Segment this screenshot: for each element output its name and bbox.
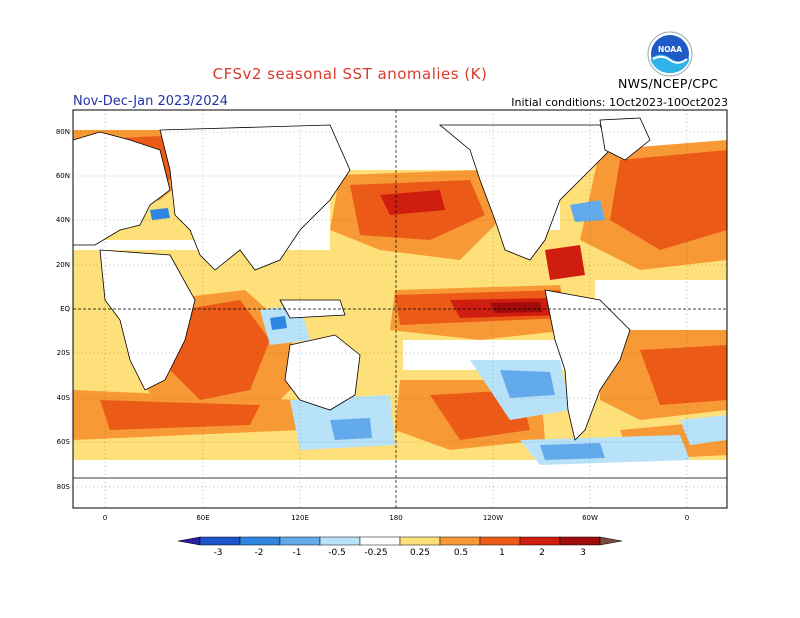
initial-conditions-label: Initial conditions: 1Oct2023-10Oct2023 [511,96,728,109]
colorbar-segment [239,536,281,546]
season-label: Nov-Dec-Jan 2023/2024 [73,94,229,109]
continents [73,117,727,508]
lon-label-120w: 120W [482,514,504,522]
colorbar-label-m1: -1 [292,548,302,558]
lat-label-40n: 40N [55,216,70,224]
colorbar-label-m05: -0.5 [328,548,346,558]
lon-label-0: 0 [102,514,108,522]
colorbar-label-3: 3 [580,548,586,558]
anomaly-layer-maroon [490,302,542,313]
colorbar-segment [559,536,601,546]
colorbar-segment [439,536,481,546]
colorbar-segment [479,536,521,546]
colorbar-label-05: 0.5 [453,548,469,558]
africa-land [99,249,196,391]
lat-label-eq: EQ [60,305,70,313]
lat-label-20n: 20N [55,261,70,269]
map-frame [72,109,728,509]
lon-label-0-east: 0 [684,514,690,522]
colorbar-label-m2: -2 [254,548,264,558]
colorbar-label-m025: -0.25 [364,548,388,558]
south-america-land [544,289,631,441]
colorbar-segment [519,536,561,546]
lat-label-80s: 80S [56,483,70,491]
colorbar-segment [199,536,241,546]
anomaly-layer-darkblue [150,208,287,330]
chart-title: CFSv2 seasonal SST anomalies (K) [212,65,488,83]
lat-label-60n: 60N [55,172,70,180]
anomaly-layer-blue [330,200,605,460]
colorbar-arrow-high [599,536,623,546]
lat-label-20s: 20S [56,349,70,357]
lon-label-180: 180 [389,514,403,522]
antarctica-land [73,477,727,508]
lat-label-80n: 80N [55,128,70,136]
colorbar-label-025: 0.25 [409,548,431,558]
colorbar-segment [359,536,401,546]
colorbar-segment [319,536,361,546]
anomaly-layer-red [80,135,727,440]
greenland-land [599,117,651,161]
lon-label-60w: 60W [582,514,598,522]
agency-label: NWS/NCEP/CPC [618,76,719,91]
europe-africa-land [73,131,171,246]
colorbar-segment [399,536,441,546]
colorbar-label-1: 1 [499,548,505,558]
lon-label-60e: 60E [196,514,210,522]
noaa-logo-text: NOAA [658,45,682,54]
noaa-logo: NOAA [647,31,693,77]
lon-label-120e: 120E [291,514,309,522]
indonesia-land [279,299,346,319]
asia-land [159,124,351,271]
graticule [73,110,727,508]
colorbar-segment [279,536,321,546]
lat-label-60s: 60S [56,438,70,446]
colorbar-arrow-low [177,536,201,546]
australia-land [284,334,361,411]
lat-label-40s: 40S [56,394,70,402]
colorbar-label-2: 2 [539,548,545,558]
colorbar-label-m3: -3 [213,548,223,558]
